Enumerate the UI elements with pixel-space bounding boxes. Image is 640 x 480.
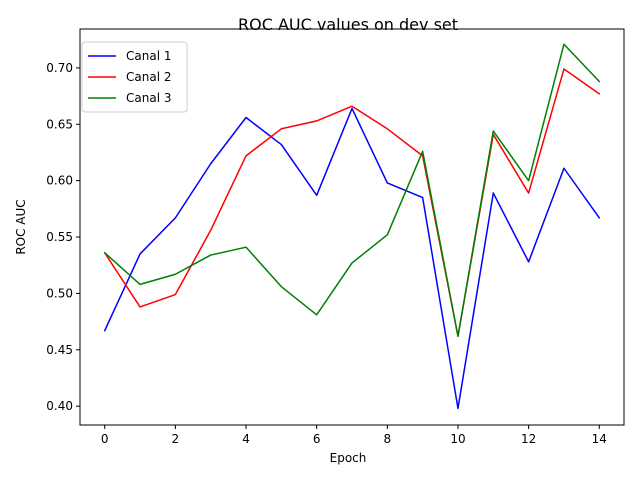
series-layer: [103, 43, 601, 410]
y-tick-label: 0.55: [46, 230, 73, 244]
x-tick-label: 8: [384, 432, 392, 446]
y-axis-ticks: 0.40 0.45 0.50 0.55 0.60 0.65 0.70: [46, 61, 80, 413]
x-tick-label: 4: [242, 432, 250, 446]
y-tick-label: 0.50: [46, 286, 73, 300]
legend-label-1: Canal 1: [126, 49, 171, 63]
legend: Canal 1 Canal 2 Canal 3: [81, 41, 188, 113]
x-tick-label: 14: [592, 432, 607, 446]
series-line-3: [103, 43, 601, 338]
y-tick-label: 0.60: [46, 174, 73, 188]
axes-frame: [79, 28, 625, 426]
legend-label-2: Canal 2: [126, 70, 171, 84]
y-tick-label: 0.40: [46, 399, 73, 413]
y-tick-label: 0.70: [46, 61, 73, 75]
plot-area: [79, 28, 625, 426]
x-tick-label: 0: [101, 432, 109, 446]
y-axis-label: ROC AUC: [14, 199, 28, 254]
x-tick-label: 2: [172, 432, 180, 446]
legend-box: [81, 41, 188, 113]
chart-title: ROC AUC values on dev set: [238, 15, 458, 34]
legend-label-3: Canal 3: [126, 91, 171, 105]
x-tick-label: 10: [450, 432, 465, 446]
y-tick-label: 0.65: [46, 117, 73, 131]
x-tick-label: 6: [313, 432, 321, 446]
y-tick-label: 0.45: [46, 343, 73, 357]
x-axis-label: Epoch: [330, 451, 367, 465]
x-tick-label: 12: [521, 432, 536, 446]
series-line-1: [103, 107, 601, 410]
x-axis-ticks: 0 2 4 6 8 10 12 14: [101, 425, 607, 446]
series-line-2: [103, 68, 601, 338]
